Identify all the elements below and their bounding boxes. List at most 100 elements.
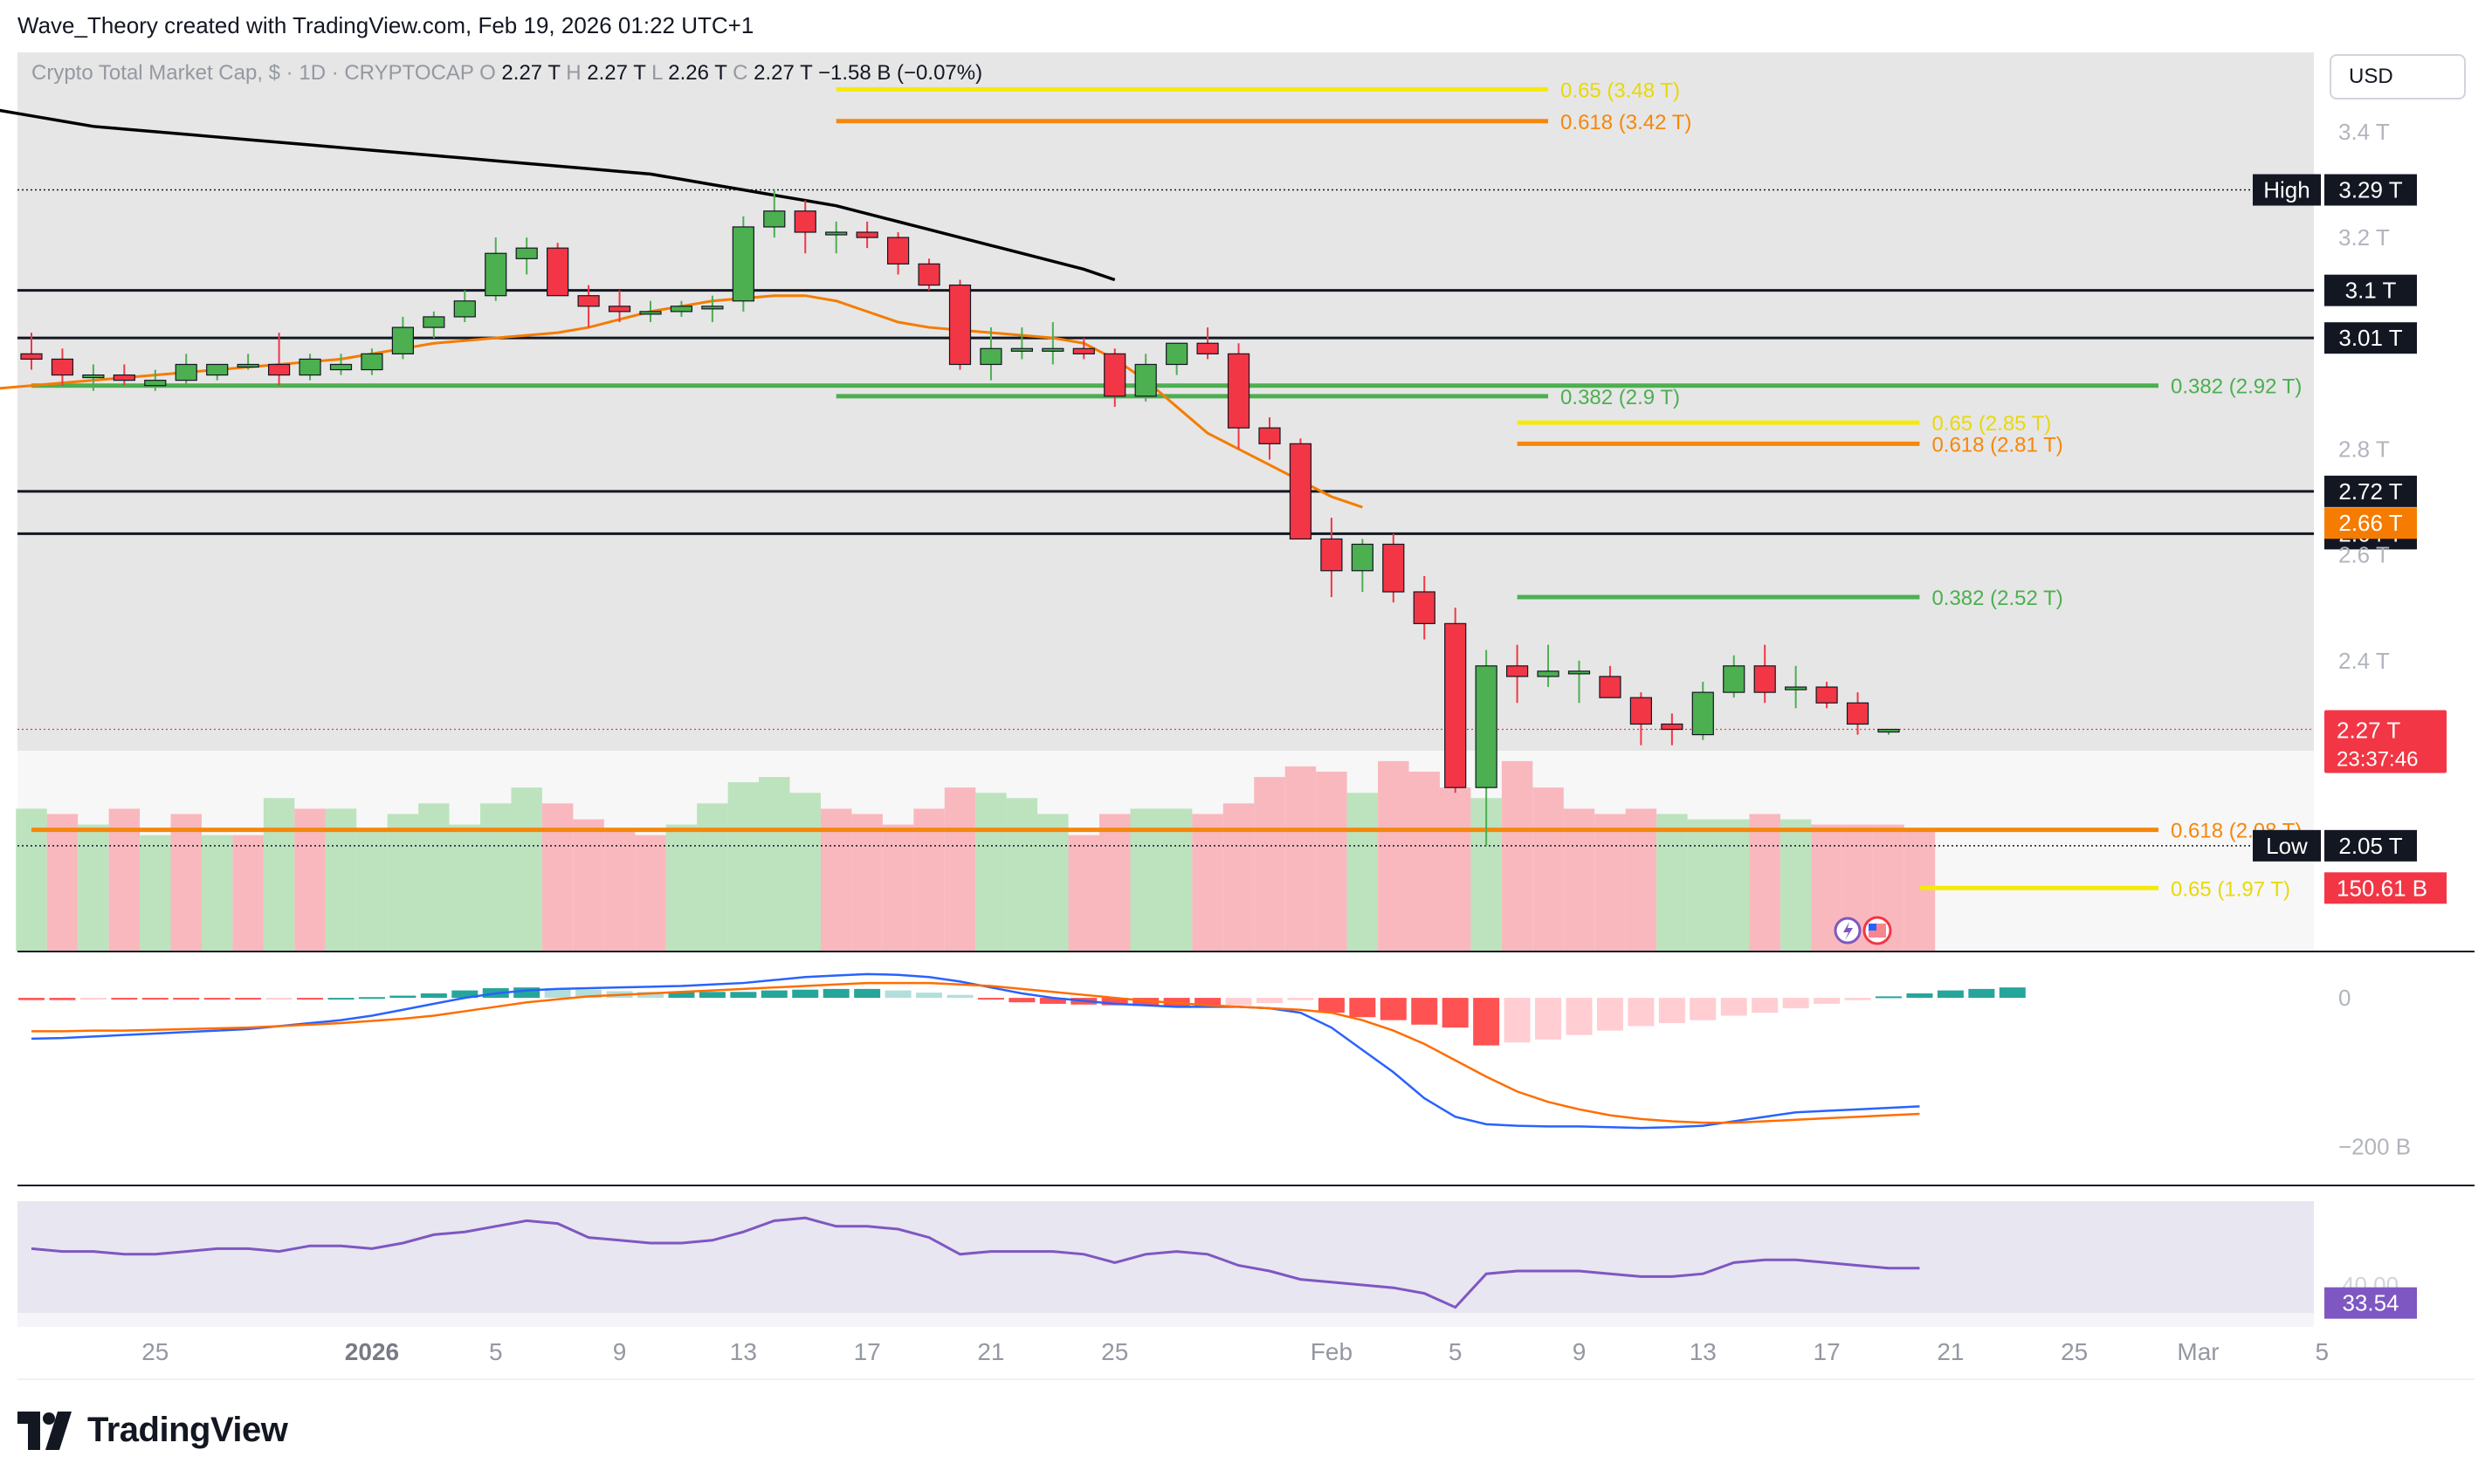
macd-histogram-bar <box>1596 998 1623 1031</box>
volume-bar <box>511 787 542 952</box>
candle-body <box>1753 665 1776 693</box>
candle-body <box>1661 723 1683 731</box>
rsi-band <box>17 1201 2314 1313</box>
currency-button[interactable]: USD <box>2330 54 2466 100</box>
macd-histogram-bar <box>327 998 355 1000</box>
candle-body <box>237 363 259 368</box>
level-price-label: 3.01 T <box>2338 325 2402 351</box>
candle-body <box>82 374 105 379</box>
candle-body <box>1505 665 1529 677</box>
event-icons[interactable] <box>1834 916 1892 945</box>
price-tick-label: 3.2 T <box>2338 224 2390 251</box>
candle-body <box>794 210 816 233</box>
tradingview-logo[interactable]: TradingView <box>17 1411 288 1450</box>
ema-price-tag: 2.66 T <box>2338 510 2402 536</box>
volume-bar <box>1037 814 1069 952</box>
fib-label: 0.382 (2.92 T) <box>2171 375 2302 399</box>
candle-body <box>763 210 786 228</box>
candle-body <box>1196 342 1219 354</box>
volume-bar <box>1718 819 1750 952</box>
macd-bg <box>17 953 2475 1184</box>
candle-body <box>1042 347 1064 352</box>
macd-histogram-bar <box>111 998 138 1000</box>
candle-body <box>1877 728 1900 733</box>
volume-bar <box>170 814 202 952</box>
macd-histogram-bar <box>1906 993 1933 999</box>
candle-body <box>1691 691 1714 736</box>
macd-histogram-bar <box>1720 998 1747 1016</box>
volume-bar <box>882 824 914 952</box>
volume-bar <box>1532 787 1564 952</box>
macd-histogram-bar <box>1380 998 1407 1020</box>
volume-bar <box>78 824 109 952</box>
time-tick-label: 17 <box>1814 1338 1841 1365</box>
price-tick-label: 2.6 T <box>2338 542 2390 568</box>
volume-bar <box>325 808 357 952</box>
volume-bar <box>944 787 976 952</box>
macd-histogram-bar <box>1349 998 1376 1018</box>
candle-body <box>1134 363 1157 397</box>
candle-body <box>948 284 972 366</box>
candle-body <box>1382 543 1405 593</box>
macd-histogram-bar <box>235 998 262 1000</box>
candle-body <box>980 347 1002 366</box>
volume-bar <box>1068 835 1100 952</box>
macd-histogram-bar <box>1411 998 1438 1025</box>
candle-body <box>1537 670 1559 677</box>
volume-bar <box>697 803 728 952</box>
candle-body <box>1227 353 1250 429</box>
macd-histogram-bar <box>1937 990 1964 999</box>
candle-body <box>361 353 383 371</box>
volume-bar <box>480 803 512 952</box>
volume-bar <box>294 808 326 952</box>
macd-histogram-bar <box>141 998 169 1000</box>
volume-bar <box>820 808 852 952</box>
candle-body <box>886 237 910 265</box>
macd-histogram-bar <box>575 989 602 999</box>
price-tick-label: 2.8 T <box>2338 436 2390 462</box>
volume-bar <box>1284 766 1317 952</box>
volume-bar <box>665 824 698 952</box>
level-price-label: 3.29 T <box>2338 177 2402 203</box>
macd-histogram-bar <box>1535 998 1562 1040</box>
time-tick-label: 21 <box>1937 1338 1964 1365</box>
candle-body <box>1413 591 1435 624</box>
macd-histogram-bar <box>1782 998 1809 1009</box>
candle-body <box>856 231 878 238</box>
candle-body <box>1166 342 1188 366</box>
volume-bar <box>140 835 171 952</box>
volume-bar <box>1346 793 1379 952</box>
brand-name: TradingView <box>87 1411 288 1449</box>
time-tick-label: 13 <box>730 1338 757 1365</box>
fib-label: 0.65 (1.97 T) <box>2171 877 2290 901</box>
macd-histogram-bar <box>1318 998 1345 1013</box>
candle-body <box>1629 697 1653 725</box>
time-tick-label: 17 <box>854 1338 881 1365</box>
volume-bar <box>201 835 233 952</box>
volume-bar <box>1563 808 1595 952</box>
macd-histogram-bar <box>265 998 293 1000</box>
macd-histogram-bar <box>1752 998 1779 1013</box>
candle-body <box>144 380 167 387</box>
time-tick-label: 5 <box>489 1338 503 1365</box>
volume-bar <box>1130 808 1161 952</box>
candle-body <box>51 358 74 376</box>
candle-body <box>670 306 693 313</box>
candle-body <box>639 311 662 315</box>
candle-body <box>1567 670 1591 675</box>
price-tick-label: 3.4 T <box>2338 119 2390 145</box>
candle-body <box>1289 443 1312 540</box>
volume-bar <box>1594 814 1626 952</box>
volume-bar <box>1656 814 1688 952</box>
level-tag-bg <box>2253 829 2321 862</box>
open-value: 2.27 T <box>501 61 561 85</box>
macd-histogram-bar <box>1999 987 2026 999</box>
fib-label: 0.618 (2.81 T) <box>1931 433 2062 457</box>
symbol-name[interactable]: Crypto Total Market Cap, $ · 1D · CRYPTO… <box>31 61 474 85</box>
time-tick-label: 25 <box>1101 1338 1128 1365</box>
volume-bar <box>1687 819 1719 952</box>
macd-histogram-bar <box>977 998 1004 1000</box>
candle-body <box>1351 543 1373 572</box>
